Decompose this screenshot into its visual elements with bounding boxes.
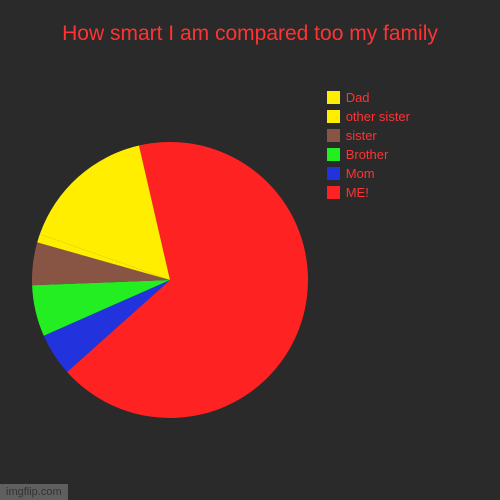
legend-item: other sister: [327, 109, 410, 124]
legend-swatch: [327, 167, 340, 180]
legend-label: Brother: [346, 147, 389, 162]
legend-swatch: [327, 129, 340, 142]
watermark: imgflip.com: [0, 484, 68, 500]
legend-swatch: [327, 110, 340, 123]
legend-item: Mom: [327, 166, 410, 181]
legend-item: Brother: [327, 147, 410, 162]
legend-label: Mom: [346, 166, 375, 181]
page-title: How smart I am compared too my family: [0, 0, 500, 46]
legend-swatch: [327, 186, 340, 199]
legend-label: other sister: [346, 109, 410, 124]
pie-svg: [30, 140, 310, 420]
legend-item: Dad: [327, 90, 410, 105]
legend-swatch: [327, 91, 340, 104]
legend: Dad other sister sister Brother Mom ME!: [327, 90, 410, 200]
legend-label: Dad: [346, 90, 370, 105]
legend-item: sister: [327, 128, 410, 143]
legend-swatch: [327, 148, 340, 161]
legend-label: ME!: [346, 185, 369, 200]
legend-item: ME!: [327, 185, 410, 200]
pie-chart: [30, 140, 310, 420]
legend-label: sister: [346, 128, 377, 143]
